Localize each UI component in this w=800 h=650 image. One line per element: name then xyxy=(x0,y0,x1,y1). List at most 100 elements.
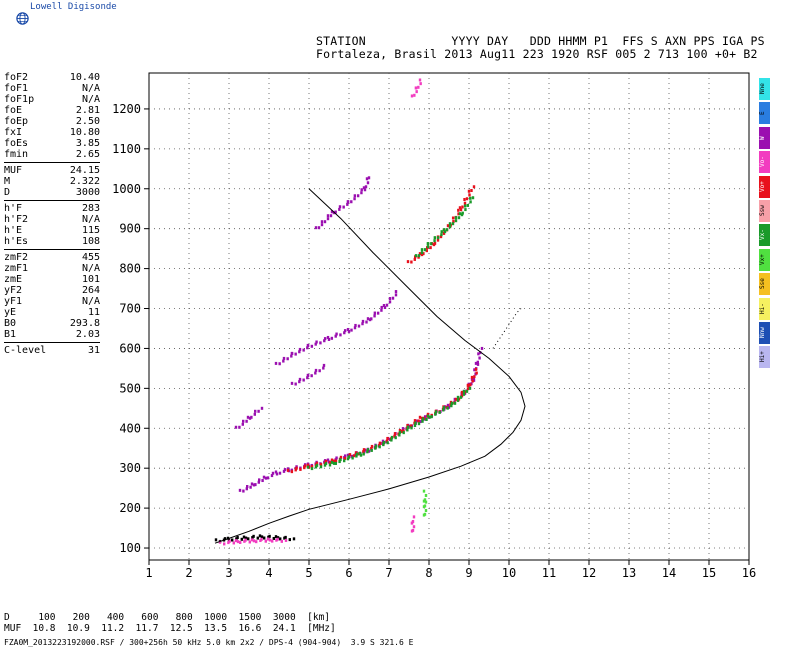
legend-label: Nnw xyxy=(759,327,766,339)
param-row: foEs 3.85 xyxy=(4,138,100,149)
echo-point xyxy=(290,351,294,355)
legend-swatch: W xyxy=(759,126,770,149)
echo-point xyxy=(330,460,334,464)
param-name: MUF xyxy=(4,165,23,176)
echo-point xyxy=(250,415,253,419)
echo-point xyxy=(451,216,455,220)
echo-point xyxy=(373,314,376,318)
param-name: fxI xyxy=(4,127,23,138)
echo-point xyxy=(343,454,347,458)
echo-point xyxy=(346,202,349,206)
echo-point xyxy=(253,412,256,416)
echo-point xyxy=(335,332,338,336)
echo-point xyxy=(342,205,345,209)
legend-label: Vo+ xyxy=(759,181,766,192)
echo-point xyxy=(418,78,422,82)
x-trace-curve xyxy=(492,308,522,349)
echo-point xyxy=(240,537,243,541)
echo-point xyxy=(409,424,413,428)
echo-point xyxy=(350,454,354,458)
echo-point xyxy=(425,417,428,421)
echo-point xyxy=(398,428,402,432)
echo-point xyxy=(423,415,427,419)
echo-point xyxy=(423,248,427,252)
echo-point xyxy=(343,331,346,335)
legend-label: Hi+ xyxy=(759,351,766,363)
legend-label: Ssw xyxy=(759,205,766,217)
param-row: foF1 N/A xyxy=(4,83,100,94)
param-value: 455 xyxy=(81,252,100,263)
echo-point xyxy=(474,367,478,371)
param-row: D 3000 xyxy=(4,187,100,198)
echo-point xyxy=(382,304,386,308)
header-values: Fortaleza, Brasil 2013 Aug11 223 1920 RS… xyxy=(316,47,758,61)
x-tick-label: 15 xyxy=(702,566,716,580)
echo-point xyxy=(260,535,264,539)
echo-point xyxy=(366,181,370,185)
echo-point xyxy=(252,539,256,543)
echo-point xyxy=(245,487,248,491)
echo-point xyxy=(454,216,458,220)
echo-point xyxy=(314,226,318,230)
echo-point xyxy=(426,245,430,249)
param-row: yF2 264 xyxy=(4,285,100,296)
x-tick-label: 1 xyxy=(145,566,152,580)
echo-point xyxy=(268,538,272,542)
echo-point xyxy=(323,220,327,224)
echo-point xyxy=(410,521,414,525)
echo-point xyxy=(458,212,462,216)
echo-point xyxy=(448,225,452,229)
echo-point xyxy=(463,204,467,208)
legend-swatch: Nnw xyxy=(759,321,770,344)
echo-point xyxy=(467,189,471,193)
echo-point xyxy=(242,489,245,493)
echo-point xyxy=(385,303,389,307)
polarization-legend: Nne E W Vo- Vo+ Ssw Vx- Vx+ Sse Hi- Nnw Hi+ xyxy=(759,78,771,371)
echo-point xyxy=(367,449,371,453)
echo-point xyxy=(327,337,331,341)
echo-point xyxy=(401,427,405,431)
echo-point xyxy=(421,417,425,421)
echo-point xyxy=(393,432,397,436)
echo-point xyxy=(423,512,427,516)
echo-point xyxy=(378,443,381,447)
echo-point xyxy=(436,236,440,240)
brand-name: Lowell Digisonde xyxy=(30,2,117,12)
param-name: B1 xyxy=(4,329,17,340)
param-value: 31 xyxy=(87,345,100,356)
x-tick-label: 5 xyxy=(305,566,312,580)
echo-point xyxy=(462,392,466,396)
legend-swatch: Vx+ xyxy=(759,248,770,271)
param-row: foF2 10.40 xyxy=(4,72,100,83)
echo-point xyxy=(415,90,418,94)
echo-point xyxy=(457,212,460,216)
echo-point xyxy=(419,82,422,86)
echo-point xyxy=(351,456,354,460)
echo-point xyxy=(356,194,360,198)
param-name: h'F xyxy=(4,203,23,214)
echo-point xyxy=(368,318,372,322)
echo-point xyxy=(450,401,454,405)
echo-point xyxy=(242,419,245,423)
y-tick-label: 500 xyxy=(119,381,141,395)
echo-point xyxy=(270,474,274,478)
echo-point xyxy=(326,458,330,462)
param-value: 283 xyxy=(81,203,100,214)
echo-point xyxy=(433,239,436,243)
param-name: foE xyxy=(4,105,23,116)
echo-point xyxy=(412,515,416,519)
echo-point xyxy=(276,536,280,540)
echo-trace xyxy=(274,290,398,366)
echo-point xyxy=(260,406,264,410)
echo-point xyxy=(422,489,426,493)
echo-point xyxy=(264,539,267,543)
muf-frequency-row: MUF 10.8 10.9 11.2 11.7 12.5 13.5 16.6 2… xyxy=(4,623,336,634)
muf-table: D 100 200 400 600 800 1000 1500 3000 [km… xyxy=(4,612,336,634)
echo-point xyxy=(362,450,365,454)
echo-trace xyxy=(218,537,288,546)
param-name: foEp xyxy=(4,116,29,127)
echo-trace xyxy=(410,515,416,533)
echo-point xyxy=(466,387,470,391)
param-name: foEs xyxy=(4,138,29,149)
echo-point xyxy=(354,323,357,327)
